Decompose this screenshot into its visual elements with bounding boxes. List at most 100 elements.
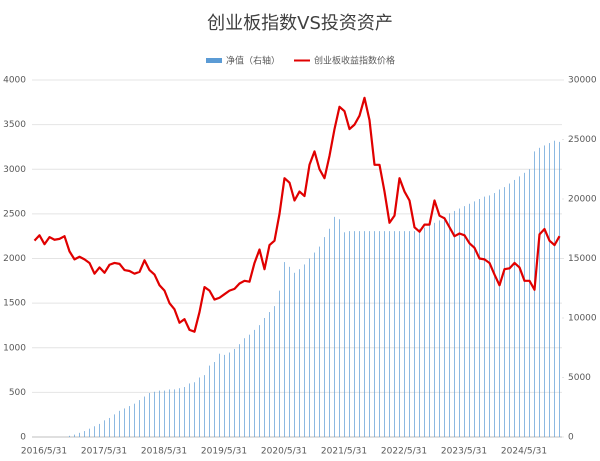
- bar: [554, 140, 555, 437]
- bar: [424, 227, 425, 437]
- bar: [394, 231, 395, 437]
- bar: [169, 389, 170, 437]
- bar: [149, 392, 150, 437]
- y2-tick-label: 20000: [568, 195, 597, 205]
- bar: [504, 187, 505, 437]
- bar: [344, 232, 345, 437]
- y2-tick-label: 0: [568, 433, 574, 443]
- x-tick-label: 2017/5/31: [81, 447, 127, 457]
- bar: [434, 222, 435, 437]
- bar: [354, 231, 355, 437]
- legend-label: 净值（右轴）: [226, 55, 280, 67]
- x-tick-label: 2020/5/31: [261, 447, 307, 457]
- bar: [119, 410, 120, 437]
- bar: [219, 353, 220, 437]
- bar: [314, 252, 315, 437]
- x-tick-label: 2024/5/31: [501, 447, 547, 457]
- bar: [144, 396, 145, 437]
- bar: [379, 231, 380, 437]
- bar: [209, 365, 210, 437]
- bar: [389, 231, 390, 437]
- bar: [549, 143, 550, 437]
- bar: [289, 266, 290, 437]
- bar: [154, 391, 155, 437]
- bar: [79, 432, 80, 437]
- bar: [484, 196, 485, 437]
- bar: [349, 231, 350, 437]
- bar: [249, 334, 250, 437]
- bar: [559, 141, 560, 437]
- bar: [309, 258, 310, 437]
- y2-tick-label: 5000: [568, 373, 591, 383]
- bar: [104, 420, 105, 437]
- y-tick-label: 1500: [3, 299, 26, 309]
- bar: [384, 231, 385, 437]
- y-tick-label: 3000: [3, 165, 26, 175]
- bar: [99, 423, 100, 437]
- bar: [539, 147, 540, 437]
- bar: [334, 216, 335, 437]
- bar: [404, 231, 405, 437]
- bar: [264, 318, 265, 437]
- bar: [414, 231, 415, 437]
- bar: [159, 390, 160, 437]
- bar: [239, 344, 240, 437]
- bar: [94, 426, 95, 437]
- y2-tick-label: 25000: [568, 135, 597, 145]
- bar: [449, 213, 450, 437]
- bar: [479, 199, 480, 437]
- bar: [139, 400, 140, 437]
- bar: [454, 210, 455, 437]
- y-tick-label: 1000: [3, 343, 26, 353]
- y2-tick-label: 15000: [568, 254, 597, 264]
- bar: [69, 435, 70, 437]
- x-tick-label: 2016/5/31: [21, 447, 67, 457]
- bar: [224, 354, 225, 437]
- y-tick-label: 0: [20, 433, 26, 443]
- bar: [464, 206, 465, 437]
- bar: [229, 352, 230, 437]
- bar: [469, 203, 470, 437]
- x-tick-label: 2018/5/31: [141, 447, 187, 457]
- bar: [509, 183, 510, 437]
- bar: [444, 216, 445, 437]
- bar: [304, 264, 305, 437]
- bar: [474, 201, 475, 437]
- bar: [274, 306, 275, 437]
- bar: [324, 237, 325, 437]
- bar: [319, 246, 320, 437]
- x-tick-label: 2022/5/31: [381, 447, 427, 457]
- bar: [419, 228, 420, 437]
- bar: [244, 338, 245, 437]
- bar: [129, 406, 130, 437]
- bar: [524, 172, 525, 437]
- bar: [514, 179, 515, 437]
- bar: [74, 434, 75, 437]
- bar: [204, 375, 205, 437]
- bar: [494, 193, 495, 437]
- line: [33, 96, 561, 333]
- bar: [369, 231, 370, 437]
- bar: [184, 387, 185, 437]
- bar: [234, 348, 235, 437]
- bar: [544, 145, 545, 437]
- x-tick-label: 2021/5/31: [321, 447, 367, 457]
- y2-tick-label: 10000: [568, 314, 597, 324]
- bar: [179, 388, 180, 437]
- bar: [194, 382, 195, 437]
- bar: [529, 169, 530, 437]
- bar: [189, 383, 190, 437]
- bar: [89, 428, 90, 437]
- bar: [84, 431, 85, 437]
- bar: [259, 325, 260, 437]
- y-tick-label: 3500: [3, 120, 26, 130]
- y-tick-label: 4000: [3, 76, 26, 86]
- bar: [164, 390, 165, 437]
- y-tick-label: 2000: [3, 254, 26, 264]
- bar: [519, 176, 520, 437]
- bar: [459, 208, 460, 437]
- bar: [174, 389, 175, 437]
- bar: [429, 225, 430, 437]
